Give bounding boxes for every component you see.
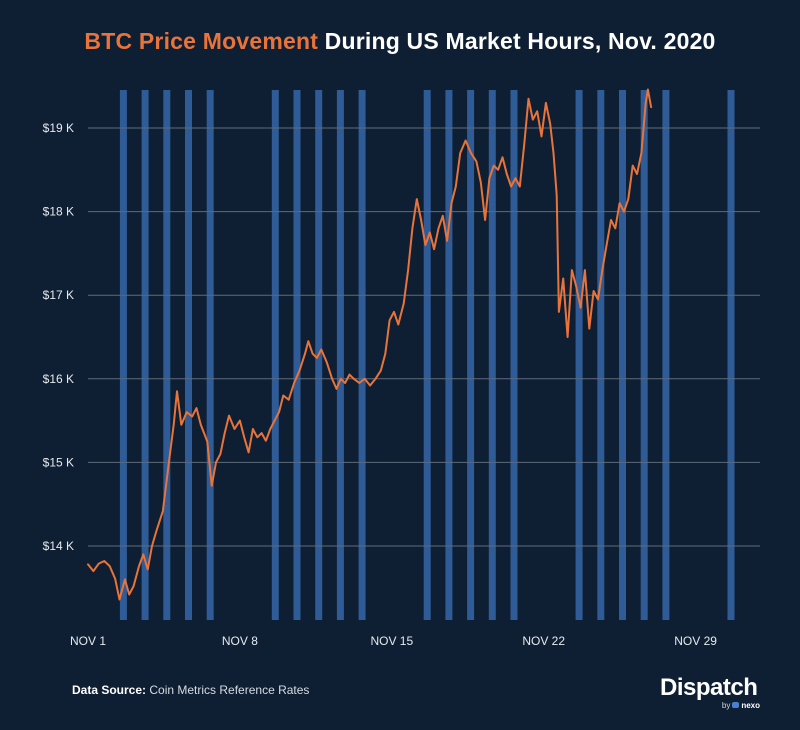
price-line-0 [87,88,653,601]
market-hours-band-19 [662,90,670,620]
data-source-text: Coin Metrics Reference Rates [146,683,310,697]
y-tick-label: $17 K [43,288,74,302]
x-tick-label: NOV 22 [522,634,565,648]
market-hours-band-13 [488,90,496,620]
x-tick-label: NOV 1 [70,634,106,648]
market-hours-band-2 [163,90,171,620]
market-hours-band-4 [206,90,214,620]
market-hours-band-20 [727,90,735,620]
dispatch-logo: Dispatch by nexo [660,674,770,714]
market-hours-band-14 [510,90,518,620]
market-hours-band-0 [119,90,127,620]
x-tick-label: NOV 8 [222,634,258,648]
data-source-note: Data Source: Coin Metrics Reference Rate… [72,683,309,697]
data-source-label: Data Source: [72,683,147,697]
market-hours-band-3 [185,90,192,620]
y-tick-label: $14 K [43,539,74,553]
x-tick-label: NOV 29 [674,634,717,648]
chart-title-highlight: BTC Price Movement [84,28,319,54]
logo-byline: by nexo [722,701,760,710]
market-hours-band-16 [597,90,605,620]
market-hours-band-8 [336,90,344,620]
market-hours-band-9 [358,90,366,620]
x-axis-labels: NOV 1 NOV 8 NOV 15 NOV 22 NOV 29 [70,634,717,648]
y-tick-label: $16 K [43,372,74,386]
y-tick-label: $19 K [43,121,74,135]
y-tick-label: $18 K [43,205,74,219]
x-tick-label: NOV 15 [370,634,413,648]
chart-title: BTC Price Movement During US Market Hour… [0,28,800,55]
logo-wordmark: Dispatch [660,674,758,701]
price-series [87,88,653,601]
nexo-icon [732,702,740,709]
chart-title-rest: During US Market Hours, Nov. 2020 [318,28,716,54]
logo-by-text: by [721,701,731,710]
market-hours-band-17 [619,90,626,620]
market-hours-band-10 [423,90,431,620]
logo-partner: nexo [741,701,760,710]
market-hours-band-11 [445,90,453,620]
y-axis-labels: $14 K $15 K $16 K $17 K $18 K $19 K [43,121,74,553]
market-hours-bands [119,90,735,620]
market-hours-band-1 [141,90,149,620]
market-hours-band-18 [640,90,648,620]
market-hours-band-15 [575,90,583,620]
market-hours-band-12 [467,90,475,620]
market-hours-band-6 [293,90,301,620]
y-grid [88,127,760,547]
y-tick-label: $15 K [43,455,74,469]
market-hours-band-5 [271,90,279,620]
